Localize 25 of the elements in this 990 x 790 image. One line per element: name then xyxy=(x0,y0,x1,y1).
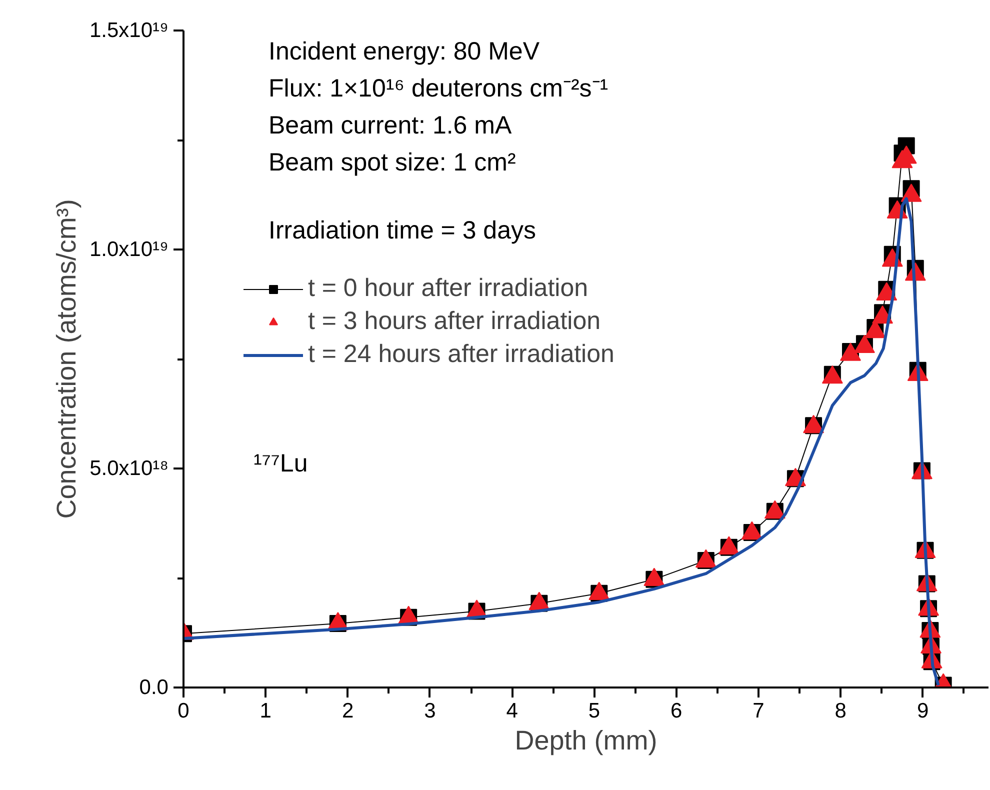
x-tick-label: 0 xyxy=(178,700,190,722)
x-tick-label: 2 xyxy=(342,700,354,722)
y-tick-label: 5.0x10¹⁸ xyxy=(90,457,168,480)
x-tick-label: 8 xyxy=(834,700,846,722)
legend-label: t = 3 hours after irradiation xyxy=(308,307,601,336)
legend-label: t = 0 hour after irradiation xyxy=(308,274,588,303)
annotation: Beam spot size: 1 cm² xyxy=(268,148,516,176)
y-tick-label: 1.5x10¹⁹ xyxy=(89,19,169,42)
annotation: Irradiation time = 3 days xyxy=(268,216,536,244)
x-axis-title: Depth (mm) xyxy=(514,726,658,756)
x-tick-label: 1 xyxy=(260,700,272,722)
legend-label: t = 24 hours after irradiation xyxy=(308,340,614,369)
x-tick-label: 9 xyxy=(916,700,929,722)
annotation: Incident energy: 80 MeV xyxy=(268,38,540,66)
annotation: ¹⁷⁷Lu xyxy=(254,450,308,478)
x-tick-label: 5 xyxy=(588,700,600,722)
annotation: Beam current: 1.6 mA xyxy=(268,112,512,140)
x-tick-label: 3 xyxy=(424,700,436,722)
x-tick-label: 4 xyxy=(506,700,518,722)
annotation: Flux: 1×10¹⁶ deuterons cm⁻²s⁻¹ xyxy=(268,74,608,102)
y-tick-label: 1.0x10¹⁹ xyxy=(89,238,169,261)
y-tick-label: 0.0 xyxy=(139,676,169,699)
y-axis-title: Concentration (atoms/cm³) xyxy=(51,199,82,519)
x-tick-label: 7 xyxy=(752,700,764,722)
x-tick-label: 6 xyxy=(670,700,682,722)
